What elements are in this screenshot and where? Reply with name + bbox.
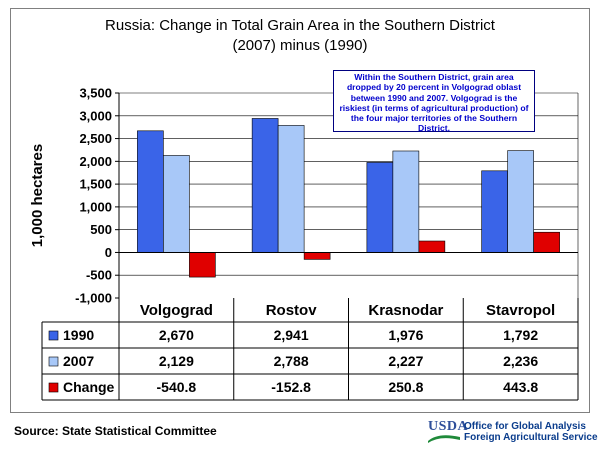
bar-change <box>533 231 560 253</box>
chart-frame <box>10 8 590 413</box>
bar-1990 <box>251 118 279 253</box>
category-label: Volgograd <box>140 302 213 319</box>
bar-change <box>418 240 446 253</box>
table-cell: 250.8 <box>388 379 423 395</box>
usda-logo: USDA Office for Global Analysis Foreign … <box>428 419 598 445</box>
y-tick-label: 0 <box>105 245 112 260</box>
usda-wordmark: USDA <box>428 419 469 434</box>
table-cell: 2,227 <box>388 353 423 369</box>
table-cell: 2,670 <box>159 327 194 343</box>
y-tick-label: 500 <box>90 222 112 237</box>
y-tick-label: 1,500 <box>79 177 112 192</box>
y-tick-label: 1,000 <box>79 199 112 214</box>
category-label: Krasnodar <box>368 302 443 319</box>
bar-1990 <box>366 162 394 253</box>
table-cell: 443.8 <box>503 379 538 395</box>
bar-2007 <box>392 150 420 253</box>
legend-label: 2007 <box>63 353 94 369</box>
y-tick-label: 3,000 <box>79 108 112 123</box>
agency-line2: Foreign Agricultural Service <box>464 432 598 443</box>
bar-2007 <box>277 125 305 253</box>
table-cell: 1,976 <box>388 327 423 343</box>
bar-change <box>303 252 331 260</box>
y-tick-label: 3,500 <box>79 86 112 101</box>
table-cell: 2,236 <box>503 353 538 369</box>
chart-title: Russia: Change in Total Grain Area in th… <box>0 16 600 56</box>
chart-title-line1: Russia: Change in Total Grain Area in th… <box>105 17 495 34</box>
bar-change <box>189 252 216 278</box>
table-cell: 2,788 <box>274 353 309 369</box>
bar-1990 <box>137 130 164 253</box>
legend-label: 1990 <box>63 327 94 343</box>
table-cell: 1,792 <box>503 327 538 343</box>
y-axis-label: 1,000 hectares <box>29 144 46 247</box>
legend-key-2007 <box>48 356 59 367</box>
y-tick-label: -1,000 <box>75 291 112 306</box>
usda-swoosh-icon <box>428 435 460 443</box>
table-cell: 2,129 <box>159 353 194 369</box>
y-tick-label: -500 <box>86 268 112 283</box>
bar-2007 <box>163 155 190 253</box>
chart-title-line2: (2007) minus (1990) <box>232 37 368 54</box>
legend-key-1990 <box>48 330 59 341</box>
table-cell: -540.8 <box>157 379 197 395</box>
category-label: Rostov <box>266 302 317 319</box>
y-tick-label: 2,000 <box>79 154 112 169</box>
source-note: Source: State Statistical Committee <box>14 424 217 438</box>
table-cell: -152.8 <box>271 379 311 395</box>
agency-line1: Office for Global Analysis <box>464 421 586 432</box>
bar-1990 <box>481 170 508 253</box>
y-tick-label: 2,500 <box>79 131 112 146</box>
legend-label: Change <box>63 379 115 395</box>
bar-2007 <box>507 150 534 253</box>
bar-chart: -1,000 -500 0 500 1,000 1,500 2,000 2,500 3,000 3… <box>29 86 579 401</box>
legend-key-change <box>48 382 59 393</box>
annotation-box: Within the Southern District, grain area… <box>333 70 535 133</box>
category-label: Stavropol <box>486 302 555 319</box>
table-cell: 2,941 <box>274 327 309 343</box>
